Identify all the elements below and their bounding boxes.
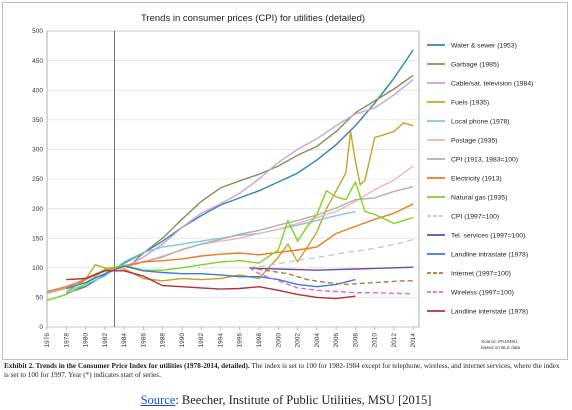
y-tick-label: 500 <box>32 28 43 35</box>
y-tick-label: 150 <box>32 235 43 242</box>
x-tick-label: 2012 <box>391 333 398 348</box>
x-tick-label: 1988 <box>160 333 167 348</box>
y-tick-label: 50 <box>36 295 44 302</box>
legend-label-9: CPI (1997=100) <box>451 213 499 220</box>
y-tick-label: 200 <box>32 206 43 213</box>
legend-label-0: Water & sewer (1953) <box>451 42 517 49</box>
x-tick-label: 1992 <box>198 333 205 348</box>
x-tick-label: 1984 <box>121 333 128 348</box>
series-line-10 <box>249 266 414 271</box>
x-tick-label: 2010 <box>372 333 379 348</box>
legend-label-14: Landline interstate (1978) <box>451 308 528 315</box>
chart-frame: Trends in consumer prices (CPI) for util… <box>2 2 568 360</box>
legend-label-4: Local phone (1978) <box>451 118 510 125</box>
x-tick-label: 2000 <box>275 333 282 348</box>
x-tick-label: 2008 <box>352 333 359 348</box>
legend-label-7: Electricity (1913) <box>451 175 502 182</box>
legend-label-6: CPI (1913, 1983=100) <box>451 156 518 163</box>
y-tick-label: 400 <box>32 87 43 94</box>
series-line-0 <box>66 49 414 294</box>
y-tick-label: 350 <box>32 117 43 124</box>
series-line-7 <box>46 203 414 293</box>
caption-label: Exhibit 2. Trends in the Consumer Price … <box>4 362 250 370</box>
x-tick-label: 1976 <box>44 333 51 348</box>
x-tick-label: 1986 <box>140 333 147 348</box>
cpi-utilities-chart: Trends in consumer prices (CPI) for util… <box>32 13 533 350</box>
caption-text: The index is set to 100 for 1982-1984 ex… <box>4 362 560 379</box>
legend-label-8: Natural gas (1935) <box>451 194 507 201</box>
x-tick-label: 1996 <box>237 333 244 348</box>
legend-label-3: Fuels (1935) <box>451 99 489 106</box>
x-tick-label: 1978 <box>63 333 70 348</box>
legend-label-11: Landline intrastate (1978) <box>451 251 528 258</box>
legend-label-12: Internet (1997=100) <box>451 270 511 277</box>
legend-label-10: Tel. services (1997=100) <box>451 232 525 239</box>
x-tick-label: 2014 <box>410 333 417 348</box>
series-line-12 <box>249 267 414 286</box>
legend-label-13: Wireless (1997=100) <box>451 289 514 296</box>
y-tick-label: 0 <box>39 324 43 331</box>
y-tick-label: 250 <box>32 176 43 183</box>
x-tick-label: 1994 <box>217 333 224 348</box>
series-line-11 <box>66 265 356 290</box>
legend-label-1: Garbage (1985) <box>451 61 499 68</box>
x-tick-label: 2002 <box>295 333 302 348</box>
series-line-13 <box>249 267 414 295</box>
legend-label-5: Postage (1935) <box>451 137 497 144</box>
series-line-14 <box>66 270 356 300</box>
x-tick-label: 1990 <box>179 333 186 348</box>
legend-label-2: Cable/sat. television (1984) <box>451 80 533 87</box>
y-tick-label: 300 <box>32 147 43 154</box>
source-note: Source: IPU-MSU, <box>481 339 519 344</box>
x-tick-label: 1998 <box>256 333 263 348</box>
y-tick-label: 100 <box>32 265 43 272</box>
x-tick-label: 1980 <box>83 333 90 348</box>
exhibit-caption: Exhibit 2. Trends in the Consumer Price … <box>4 362 564 380</box>
x-tick-label: 2004 <box>314 333 321 348</box>
series-line-2 <box>123 78 414 269</box>
source-link[interactable]: Source <box>140 393 176 407</box>
source-note: based on BLS data <box>481 345 521 350</box>
x-tick-label: 1982 <box>102 333 109 348</box>
x-tick-label: 2006 <box>333 333 340 348</box>
source-text: : Beecher, Institute of Public Utilities… <box>175 393 432 407</box>
y-tick-label: 450 <box>32 58 43 65</box>
source-line: Source: Beecher, Institute of Public Uti… <box>0 393 572 408</box>
chart-title: Trends in consumer prices (CPI) for util… <box>141 13 365 24</box>
